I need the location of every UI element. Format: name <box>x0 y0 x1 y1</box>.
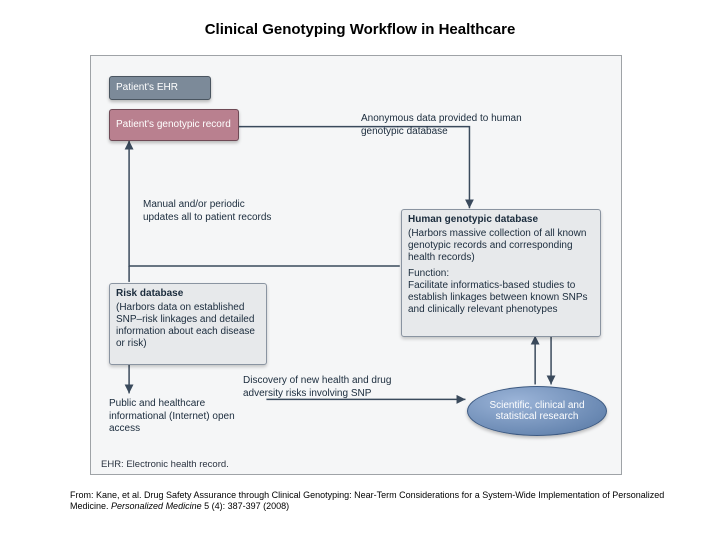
page-title: Clinical Genotyping Workflow in Healthca… <box>0 21 720 38</box>
node-patient-ehr: Patient's EHR <box>109 76 211 100</box>
node-research-ellipse: Scientific, clinical and statistical res… <box>467 386 607 436</box>
node-risk-database: Risk database (Harbors data on establish… <box>109 283 267 365</box>
node-patient-ehr-label: Patient's EHR <box>116 82 178 94</box>
diagram-canvas: Patient's EHR Patient's genotypic record… <box>91 56 621 474</box>
node-human-db-body: (Harbors massive collection of all known… <box>408 228 586 263</box>
node-risk-database-title: Risk database <box>116 288 260 300</box>
node-risk-database-body: (Harbors data on established SNP–risk li… <box>116 302 255 349</box>
diagram-frame: Patient's EHR Patient's genotypic record… <box>90 55 622 475</box>
diagram-footnote: EHR: Electronic health record. <box>101 459 229 471</box>
citation-journal: Personalized Medicine <box>111 501 202 511</box>
node-genotypic-record: Patient's genotypic record <box>109 109 239 141</box>
node-human-genotypic-db: Human genotypic database (Harbors massiv… <box>401 209 601 337</box>
arrow-geno-to-humdb <box>239 127 470 209</box>
node-research-ellipse-label: Scientific, clinical and statistical res… <box>468 400 606 422</box>
annotation-discovery: Discovery of new health and drug adversi… <box>243 375 433 400</box>
citation: From: Kane, et al. Drug Safety Assurance… <box>70 490 670 513</box>
node-human-db-title: Human genotypic database <box>408 214 594 226</box>
node-human-db-function-label: Function: <box>408 268 594 280</box>
citation-prefix: From: <box>70 490 96 500</box>
node-genotypic-record-label: Patient's genotypic record <box>116 119 231 131</box>
annotation-manual-updates: Manual and/or periodic updates all to pa… <box>143 199 283 224</box>
root-container: Clinical Genotyping Workflow in Healthca… <box>0 0 720 540</box>
annotation-anonymous-data: Anonymous data provided to human genotyp… <box>361 113 557 138</box>
node-human-db-function-body: Facilitate informatics-based studies to … <box>408 280 588 315</box>
annotation-public-access: Public and healthcare informational (Int… <box>109 398 259 436</box>
citation-rest: 5 (4): 387-397 (2008) <box>202 501 290 511</box>
